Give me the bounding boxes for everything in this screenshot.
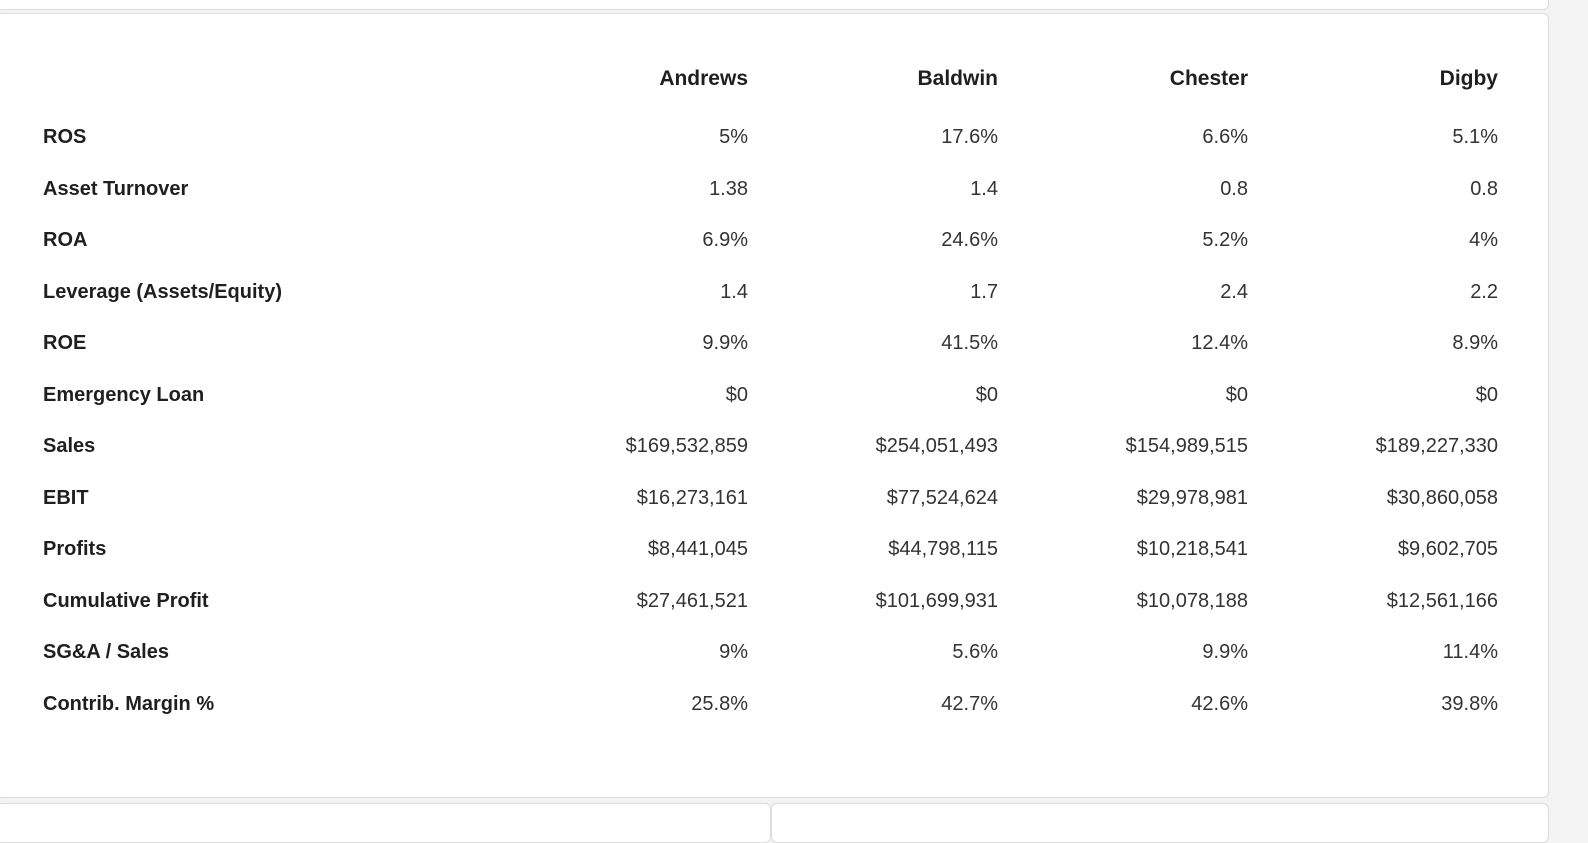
- cell-andrews: $8,441,045: [647, 538, 748, 561]
- table-row-ros: ROS 5% 17.6% 6.6% 5.1%: [33, 112, 1508, 164]
- cell-chester: $10,078,188: [1136, 589, 1248, 612]
- cell-andrews: 9.9%: [702, 332, 748, 355]
- cell-digby: $12,561,166: [1386, 589, 1498, 612]
- table-row-roe: ROE 9.9% 41.5% 12.4% 8.9%: [33, 318, 1508, 370]
- table-row-cumulative-profit: Cumulative Profit $27,461,521 $101,699,9…: [33, 576, 1508, 628]
- cell-baldwin: $77,524,624: [886, 486, 998, 509]
- cell-baldwin: $101,699,931: [875, 589, 998, 612]
- column-header-baldwin: Baldwin: [917, 67, 998, 90]
- cell-andrews: 1.4: [720, 280, 748, 303]
- previous-panel-edge: [0, 0, 1549, 10]
- cell-digby: 0.8: [1470, 177, 1498, 200]
- table-row-contrib-margin: Contrib. Margin % 25.8% 42.7% 42.6% 39.8…: [33, 679, 1508, 731]
- table-row-emergency-loan: Emergency Loan $0 $0 $0 $0: [33, 370, 1508, 422]
- cell-digby: 2.2: [1470, 280, 1498, 303]
- cell-chester: $154,989,515: [1125, 435, 1248, 458]
- cell-digby: 4%: [1469, 229, 1498, 252]
- cell-baldwin: 41.5%: [941, 332, 998, 355]
- table-row-sales: Sales $169,532,859 $254,051,493 $154,989…: [33, 421, 1508, 473]
- cell-digby: $9,602,705: [1397, 538, 1498, 561]
- next-panel-right-edge: [771, 803, 1549, 843]
- row-label: Sales: [43, 435, 96, 458]
- cell-andrews: 25.8%: [691, 692, 748, 715]
- table-row-sga-sales: SG&A / Sales 9% 5.6% 9.9% 11.4%: [33, 627, 1508, 679]
- header-blank: [33, 52, 508, 112]
- row-label: EBIT: [43, 486, 89, 509]
- row-label: Leverage (Assets/Equity): [43, 280, 282, 303]
- row-label: Contrib. Margin %: [43, 692, 215, 715]
- next-panel-left-edge: [0, 803, 771, 843]
- cell-andrews: $16,273,161: [636, 486, 748, 509]
- row-label: Cumulative Profit: [43, 589, 209, 612]
- table-row-asset-turnover: Asset Turnover 1.38 1.4 0.8 0.8: [33, 164, 1508, 216]
- cell-andrews: 1.38: [709, 177, 748, 200]
- cell-baldwin: $44,798,115: [888, 538, 998, 561]
- cell-chester: 0.8: [1220, 177, 1248, 200]
- cell-andrews: 6.9%: [702, 229, 748, 252]
- table-body: ROS 5% 17.6% 6.6% 5.1% Asset Turnover 1.…: [33, 112, 1508, 730]
- cell-andrews: $169,532,859: [625, 435, 748, 458]
- cell-baldwin: $254,051,493: [875, 435, 998, 458]
- cell-andrews: $27,461,521: [636, 589, 748, 612]
- cell-chester: $10,218,541: [1136, 538, 1248, 561]
- row-label: SG&A / Sales: [43, 641, 169, 664]
- cell-digby: $0: [1475, 383, 1498, 406]
- cell-chester: 42.6%: [1191, 692, 1248, 715]
- cell-andrews: 5%: [719, 126, 748, 149]
- cell-chester: 6.6%: [1202, 126, 1248, 149]
- cell-chester: 5.2%: [1202, 229, 1248, 252]
- column-header-andrews: Andrews: [659, 67, 748, 90]
- cell-digby: $30,860,058: [1386, 486, 1498, 509]
- cell-digby: 11.4%: [1442, 641, 1498, 664]
- row-label: Asset Turnover: [43, 177, 189, 200]
- column-header-chester: Chester: [1169, 67, 1248, 90]
- table-row-leverage: Leverage (Assets/Equity) 1.4 1.7 2.4 2.2: [33, 267, 1508, 319]
- cell-chester: 2.4: [1220, 280, 1248, 303]
- cell-digby: 39.8%: [1441, 692, 1498, 715]
- row-label: ROA: [43, 229, 88, 252]
- cell-digby: 5.1%: [1452, 126, 1498, 149]
- row-label: ROS: [43, 126, 87, 149]
- cell-andrews: 9%: [719, 641, 748, 664]
- row-label: Profits: [43, 538, 107, 561]
- cell-baldwin: 1.4: [970, 177, 998, 200]
- financial-summary-table: Andrews Baldwin Chester Digby ROS 5% 17.…: [33, 52, 1508, 730]
- cell-baldwin: 24.6%: [941, 229, 998, 252]
- table-header: Andrews Baldwin Chester Digby: [33, 52, 1508, 112]
- row-label: ROE: [43, 332, 87, 355]
- row-label: Emergency Loan: [43, 383, 205, 406]
- cell-chester: $29,978,981: [1136, 486, 1248, 509]
- cell-chester: 9.9%: [1202, 641, 1248, 664]
- table-row-ebit: EBIT $16,273,161 $77,524,624 $29,978,981…: [33, 473, 1508, 525]
- table-row-roa: ROA 6.9% 24.6% 5.2% 4%: [33, 215, 1508, 267]
- cell-digby: $189,227,330: [1375, 435, 1498, 458]
- cell-digby: 8.9%: [1452, 332, 1498, 355]
- cell-baldwin: 42.7%: [941, 692, 998, 715]
- column-header-digby: Digby: [1439, 67, 1498, 90]
- financial-summary-card: [0, 13, 1549, 798]
- cell-baldwin: 5.6%: [952, 641, 998, 664]
- cell-chester: 12.4%: [1191, 332, 1248, 355]
- cell-baldwin: 17.6%: [941, 126, 998, 149]
- cell-baldwin: 1.7: [970, 280, 998, 303]
- cell-baldwin: $0: [975, 383, 998, 406]
- cell-andrews: $0: [725, 383, 748, 406]
- cell-chester: $0: [1225, 383, 1248, 406]
- header-row: Andrews Baldwin Chester Digby: [33, 52, 1508, 112]
- table-row-profits: Profits $8,441,045 $44,798,115 $10,218,5…: [33, 524, 1508, 576]
